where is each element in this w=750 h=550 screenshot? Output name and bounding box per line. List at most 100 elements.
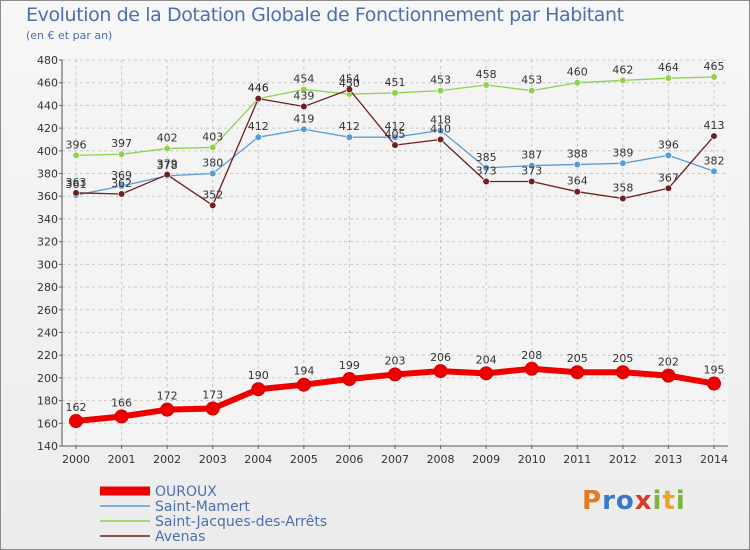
data-label-saint-mamert: 380	[202, 157, 223, 170]
data-point-avenas	[254, 94, 262, 103]
x-tick-label: 2011	[563, 453, 591, 466]
data-label-avenas: 413	[704, 119, 725, 132]
data-label-saint-mamert: 412	[339, 120, 360, 133]
legend-label-saint-mamert: Saint-Mamert	[155, 499, 250, 515]
data-point-avenas	[528, 177, 536, 186]
data-label-ouroux: 190	[248, 369, 269, 382]
data-point-avenas	[117, 190, 126, 198]
x-tick-label: 2012	[609, 453, 637, 466]
y-tick-label: 160	[37, 417, 58, 430]
data-point-ouroux	[388, 367, 402, 382]
x-tick-label: 2008	[427, 453, 455, 466]
series	[69, 73, 721, 429]
data-label-saint-mamert: 412	[385, 120, 406, 133]
x-tick-label: 2013	[654, 453, 682, 466]
data-point-ouroux	[661, 368, 676, 383]
data-point-saint-mamert	[254, 133, 262, 141]
y-tick-label: 180	[37, 395, 58, 408]
data-label-saint-jacques-des-arr-ts: 453	[521, 74, 542, 87]
data-label-saint-jacques-des-arr-ts: 462	[612, 63, 633, 76]
data-label-saint-mamert: 396	[658, 138, 679, 151]
data-point-ouroux	[205, 401, 220, 416]
data-label-saint-mamert: 389	[612, 146, 633, 159]
data-point-saint-jacques-des-arr-ts	[72, 151, 80, 159]
data-label-saint-jacques-des-arr-ts: 450	[339, 77, 360, 90]
data-point-ouroux	[570, 365, 585, 380]
data-point-avenas	[619, 194, 627, 203]
chart-title: Evolution de la Dotation Globale de Fonc…	[26, 4, 624, 26]
data-point-saint-jacques-des-arr-ts	[573, 79, 581, 87]
data-point-avenas	[482, 177, 490, 186]
data-point-saint-mamert	[345, 133, 354, 141]
data-label-saint-jacques-des-arr-ts: 402	[157, 132, 178, 145]
data-label-saint-jacques-des-arr-ts: 454	[293, 73, 314, 86]
y-tick-label: 140	[37, 440, 58, 453]
data-label-saint-jacques-des-arr-ts: 453	[430, 74, 451, 87]
data-point-saint-jacques-des-arr-ts	[710, 73, 718, 81]
data-point-ouroux	[251, 382, 266, 397]
data-point-avenas	[573, 188, 581, 196]
data-label-saint-jacques-des-arr-ts: 397	[111, 137, 132, 150]
data-point-saint-mamert	[573, 160, 581, 169]
data-point-ouroux	[479, 366, 494, 381]
data-point-saint-mamert	[117, 182, 126, 190]
data-point-ouroux	[160, 402, 175, 417]
data-label-saint-jacques-des-arr-ts: 460	[567, 66, 588, 79]
data-label-avenas: 405	[385, 128, 406, 141]
legend-label-avenas: Avenas	[155, 529, 205, 545]
data-point-ouroux	[433, 364, 448, 379]
data-point-saint-jacques-des-arr-ts	[528, 87, 536, 95]
data-point-saint-jacques-des-arr-ts	[391, 89, 399, 97]
data-point-ouroux	[69, 414, 83, 429]
data-label-ouroux: 205	[612, 352, 633, 365]
data-label-saint-jacques-des-arr-ts: 446	[248, 82, 269, 95]
x-tick-label: 2004	[244, 453, 272, 466]
data-point-avenas	[391, 141, 399, 149]
x-tick-label: 2010	[518, 453, 546, 466]
x-tick-label: 2006	[335, 453, 363, 466]
data-label-avenas: 373	[476, 164, 497, 177]
x-tick-label: 2003	[199, 453, 227, 466]
y-tick-label: 480	[37, 54, 58, 67]
data-point-saint-jacques-des-arr-ts	[436, 87, 445, 95]
grid	[62, 59, 728, 447]
data-label-ouroux: 195	[704, 364, 725, 377]
y-tick-label: 320	[37, 236, 58, 249]
y-tick-label: 340	[37, 213, 58, 226]
y-tick-label: 360	[37, 190, 58, 203]
data-label-avenas: 446	[248, 82, 269, 95]
data-label-ouroux: 172	[157, 390, 178, 403]
data-label-avenas: 410	[430, 122, 451, 135]
data-label-avenas: 363	[66, 176, 87, 189]
data-label-avenas: 358	[612, 182, 633, 195]
x-tick-label: 2005	[290, 453, 318, 466]
data-point-ouroux	[296, 377, 311, 392]
legend-label-saint-jacques-des-arr-ts: Saint-Jacques-des-Arrêts	[155, 514, 327, 530]
data-label-saint-mamert: 369	[111, 169, 132, 182]
data-label-saint-mamert: 388	[567, 147, 588, 160]
data-point-avenas	[710, 132, 718, 140]
data-label-saint-jacques-des-arr-ts: 465	[704, 60, 725, 73]
data-label-ouroux: 206	[430, 351, 451, 364]
x-tick-label: 2001	[108, 453, 136, 466]
data-point-saint-mamert	[300, 125, 308, 133]
y-tick-label: 240	[37, 326, 58, 339]
data-label-ouroux: 166	[111, 396, 132, 409]
data-point-saint-jacques-des-arr-ts	[117, 150, 126, 158]
data-point-saint-mamert	[482, 164, 490, 172]
x-tick-label: 2002	[153, 453, 181, 466]
data-point-ouroux	[524, 361, 539, 376]
axes: 140 160 180 200 220 240 260 280 300 320 340 360 380 4…	[37, 54, 728, 466]
data-label-avenas: 362	[111, 177, 132, 190]
y-tick-label: 220	[37, 349, 58, 362]
y-tick-label: 280	[37, 281, 58, 294]
data-label-saint-mamert: 382	[704, 154, 725, 167]
y-tick-label: 420	[37, 122, 58, 135]
data-point-avenas	[300, 102, 308, 111]
data-label-avenas: 373	[521, 164, 542, 177]
legend: OUROUXSaint-MamertSaint-Jacques-des-Arrê…	[100, 484, 327, 545]
data-label-ouroux: 202	[658, 356, 679, 369]
data-point-avenas	[209, 201, 217, 209]
y-tick-label: 380	[37, 168, 58, 181]
